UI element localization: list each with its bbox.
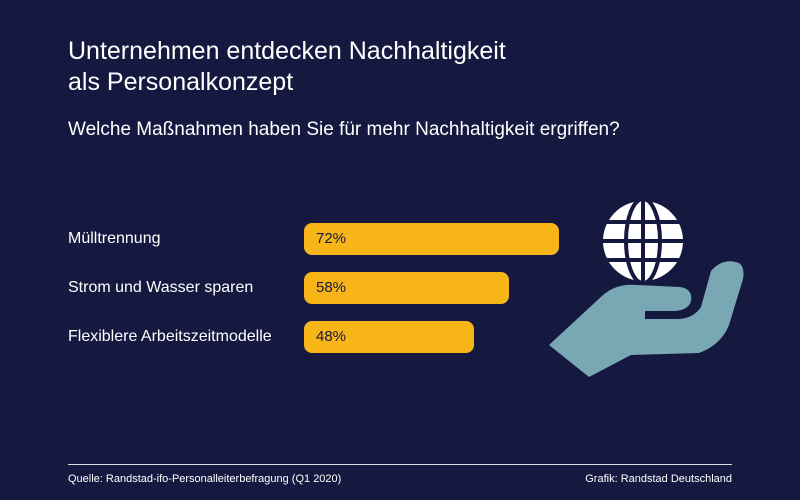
title-line-1: Unternehmen entdecken Nachhaltigkeit: [68, 37, 506, 65]
bar: 58%: [304, 272, 509, 304]
open-hand-icon: [549, 261, 744, 377]
chart-question: Welche Maßnahmen haben Sie für mehr Nach…: [68, 119, 620, 140]
graphic-credit: Grafik: Randstad Deutschland: [585, 473, 732, 485]
bar-label: Strom und Wasser sparen: [68, 279, 254, 296]
page-title: Unternehmen entdecken Nachhaltigkeit als…: [68, 36, 668, 98]
bar-label: Flexiblere Arbeitszeitmodelle: [68, 328, 272, 345]
title-line-2: als Personalkonzept: [68, 68, 294, 96]
bar-row-strom-und-wasser-sparen: Strom und Wasser sparen 58%: [68, 271, 588, 305]
footer-divider: [68, 464, 732, 465]
bar-row-flexiblere-arbeitszeitmodelle: Flexiblere Arbeitszeitmodelle 48%: [68, 320, 588, 354]
bar-label: Mülltrennung: [68, 230, 161, 247]
sustainability-graphic: [549, 197, 744, 377]
bar: 72%: [304, 223, 559, 255]
bar-value-label: 58%: [316, 279, 347, 296]
bar-value-label: 72%: [316, 230, 347, 247]
bar-row-mülltrennung: Mülltrennung 72%: [68, 222, 588, 256]
globe-icon: [599, 197, 687, 285]
bar-value-label: 48%: [316, 328, 347, 345]
source-note: Quelle: Randstad-ifo-Personalleiterbefra…: [68, 473, 342, 485]
bar: 48%: [304, 321, 474, 353]
